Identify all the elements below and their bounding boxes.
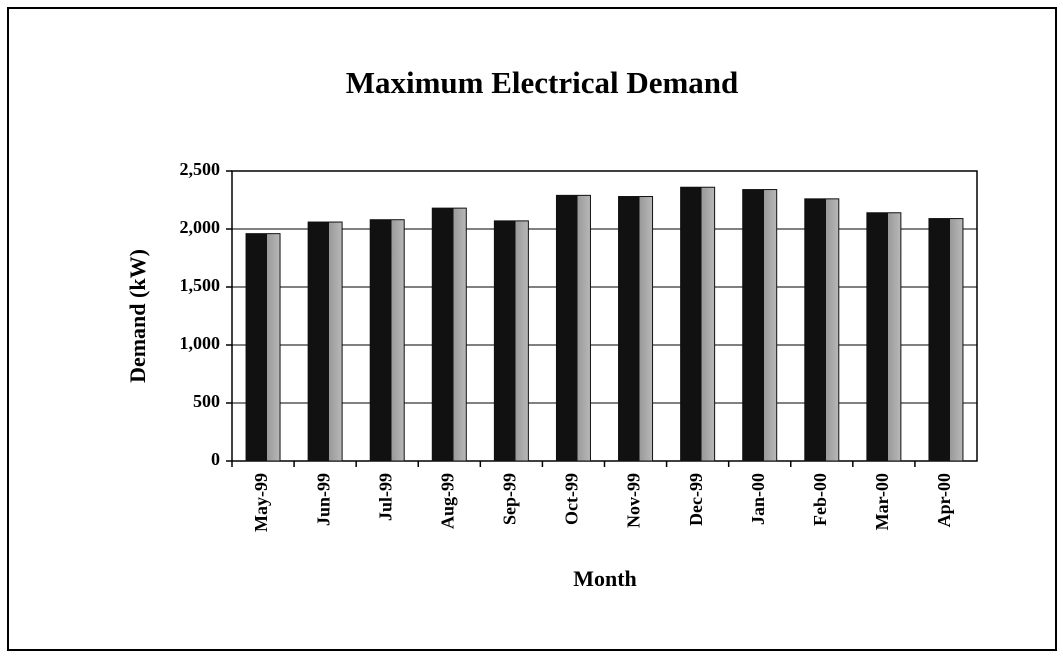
y-tick-label: 2,500: [180, 159, 221, 179]
x-tick-label: Jan-00: [748, 473, 768, 525]
bar: [742, 189, 778, 462]
x-tick-label: Jul-99: [375, 473, 395, 521]
y-tick-label: 0: [211, 449, 220, 469]
bar: [431, 207, 467, 462]
x-tick-label: Aug-99: [437, 473, 457, 529]
x-tick-label: Nov-99: [624, 473, 644, 528]
x-axis-label: Month: [573, 566, 637, 591]
x-tick-label: Feb-00: [810, 473, 830, 526]
y-tick-label: 2,000: [180, 217, 221, 237]
y-axis-label: Demand (kW): [125, 249, 150, 383]
x-tick-label: Dec-99: [686, 473, 706, 526]
bar: [245, 233, 281, 462]
x-tick-label: May-99: [251, 473, 271, 532]
x-tick-label: Jun-99: [313, 473, 333, 526]
y-tick-label: 1,500: [180, 275, 221, 295]
x-tick-label: Mar-00: [872, 473, 892, 530]
bar: [866, 212, 902, 462]
y-tick-label: 500: [193, 391, 220, 411]
bar: [307, 221, 343, 462]
plot-area: [231, 170, 978, 462]
frame: [7, 7, 1057, 651]
bar: [928, 218, 964, 462]
x-tick-label: Apr-00: [934, 473, 954, 527]
bar: [493, 220, 529, 462]
x-tick-label: Sep-99: [500, 473, 520, 525]
chart-title: Maximum Electrical Demand: [346, 65, 739, 100]
bar: [804, 198, 840, 462]
x-tick-label: Oct-99: [562, 473, 582, 525]
bar: [555, 194, 591, 462]
bar: [618, 196, 654, 462]
bar: [369, 219, 405, 462]
bar: [680, 186, 716, 462]
y-tick-label: 1,000: [180, 333, 221, 353]
